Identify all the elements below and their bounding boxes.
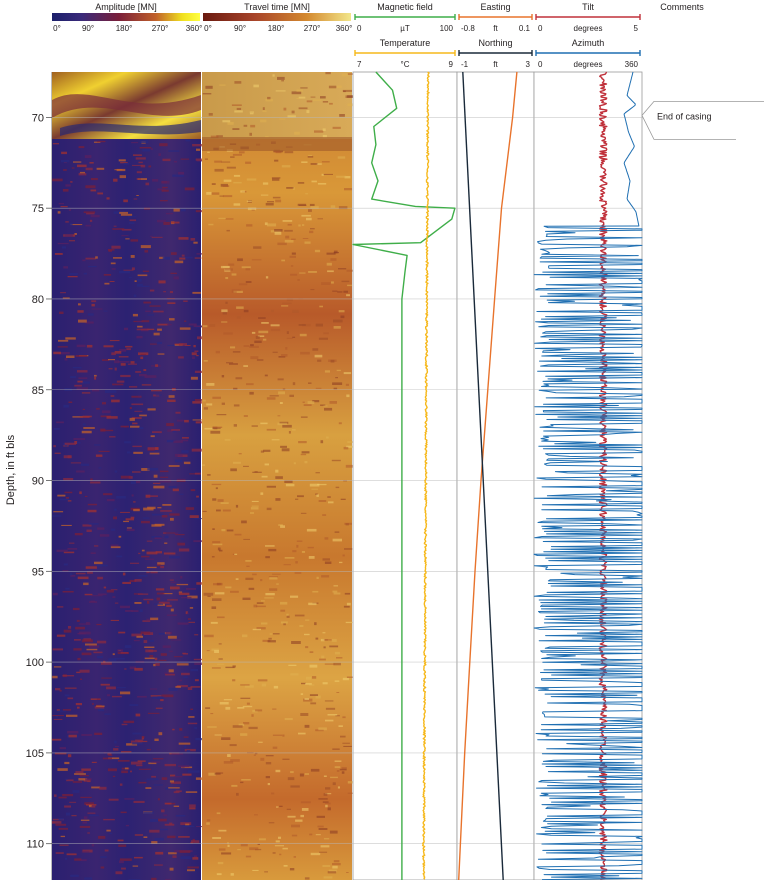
curve-magnetic-field (352, 71, 456, 880)
amplitude-tick-0: 0° (53, 24, 61, 33)
depth-tick-75: 75 (32, 203, 44, 215)
amplitude-tick-labels: 0° 90° 180° 270° 360° (53, 24, 202, 33)
amplitude-tick-2: 180° (116, 24, 133, 33)
depth-tick-85: 85 (32, 385, 44, 397)
azimuth-title: Azimuth (572, 38, 605, 48)
azimuth-scale-header: Azimuth 0 degrees 360 (535, 38, 641, 69)
depth-tick-105: 105 (26, 748, 44, 760)
track-magnetic-temperature (352, 71, 458, 880)
traveltime-tick-labels: 0° 90° 180° 270° 360° (204, 24, 352, 33)
casing-comment: End of casing (641, 100, 764, 140)
magnetic-unit: µT (400, 24, 410, 33)
traveltime-tick-3: 270° (304, 24, 321, 33)
temperature-scale-header: Temperature 7 °C 9 (354, 38, 456, 69)
northing-scale-header: Northing -1 ft 3 (458, 38, 533, 69)
temperature-range-max: 9 (449, 60, 454, 69)
magnetic-range-min: 0 (357, 24, 362, 33)
easting-unit: ft (493, 24, 498, 33)
azimuth-range-min: 0 (538, 60, 543, 69)
magnetic-range-max: 100 (440, 24, 454, 33)
depth-tick-80: 80 (32, 294, 44, 306)
curve-northing (462, 71, 504, 880)
amplitude-image (52, 72, 209, 880)
easting-scale-header: Easting -0.8 ft 0.1 (458, 2, 533, 33)
comments-header: Comments (660, 2, 704, 12)
amplitude-tick-3: 270° (152, 24, 169, 33)
track-tilt-azimuth (533, 71, 643, 880)
amplitude-title: Amplitude [MN] (95, 2, 157, 12)
comment-callout (641, 100, 764, 140)
depth-tick-90: 90 (32, 476, 44, 488)
traveltime-header: Travel time [MN] 0° 90° 180° 270° 360° (203, 2, 352, 33)
azimuth-range-max: 360 (625, 60, 639, 69)
curve-tilt (598, 71, 608, 880)
easting-range-min: -0.8 (461, 24, 475, 33)
azimuth-unit: degrees (574, 60, 603, 69)
amplitude-tick-1: 90° (82, 24, 94, 33)
traveltime-tick-1: 90° (234, 24, 246, 33)
depth-tick-110: 110 (26, 839, 44, 851)
temperature-title: Temperature (380, 38, 431, 48)
tilt-scale-header: Tilt 0 degrees 5 (535, 2, 641, 33)
tilt-range-min: 0 (538, 24, 543, 33)
traveltime-title: Travel time [MN] (244, 2, 310, 12)
northing-range-max: 3 (526, 60, 531, 69)
depth-axis: 70 75 80 85 90 95 100 105 110 (26, 72, 53, 880)
temperature-range-min: 7 (357, 60, 362, 69)
traveltime-colorbar (203, 13, 351, 21)
temperature-unit: °C (401, 60, 410, 69)
amplitude-colorbar (52, 13, 200, 21)
tilt-unit: degrees (574, 24, 603, 33)
curve-temperature (422, 71, 430, 880)
depth-axis-label: Depth, in ft bls (5, 434, 17, 505)
traveltime-tick-4: 360° (336, 24, 353, 33)
traveltime-tick-0: 0° (204, 24, 212, 33)
traveltime-image (202, 72, 356, 880)
easting-title: Easting (480, 2, 510, 12)
depth-tick-95: 95 (32, 566, 44, 578)
depth-tick-100: 100 (26, 657, 44, 669)
tilt-title: Tilt (582, 2, 594, 12)
comment-end-of-casing: End of casing (657, 111, 712, 121)
northing-unit: ft (493, 60, 498, 69)
curve-easting (458, 71, 518, 880)
traveltime-tick-2: 180° (268, 24, 285, 33)
depth-tick-70: 70 (32, 112, 44, 124)
easting-range-max: 0.1 (519, 24, 531, 33)
log-curves (352, 71, 643, 880)
curve-azimuth (533, 71, 643, 880)
amplitude-header: Amplitude [MN] 0° 90° 180° 270° 360° (52, 2, 202, 33)
northing-title: Northing (478, 38, 512, 48)
tilt-range-max: 5 (634, 24, 639, 33)
curve-scale-headers: Magnetic field 0 µT 100 Temperature 7 °C 9 Easti… (354, 2, 641, 69)
magnetic-title: Magnetic field (377, 2, 433, 12)
northing-range-min: -1 (461, 60, 469, 69)
magnetic-scale-header: Magnetic field 0 µT 100 (354, 2, 456, 33)
amplitude-tick-4: 360° (186, 24, 203, 33)
